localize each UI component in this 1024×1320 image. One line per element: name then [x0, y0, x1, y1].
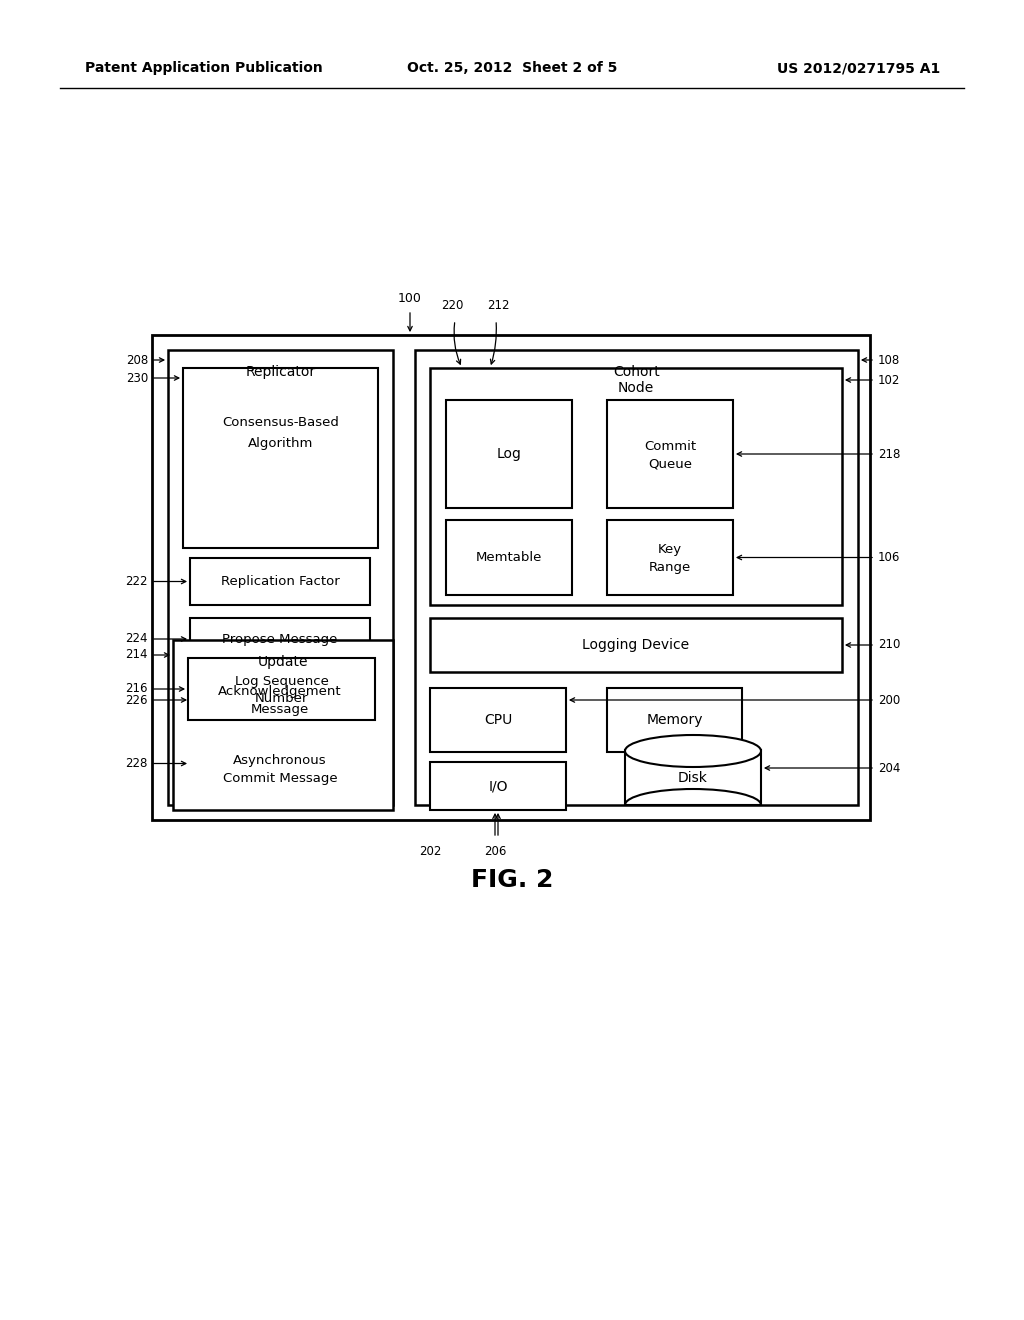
Text: Commit: Commit — [644, 440, 696, 453]
Bar — [430, 762, 566, 810]
Text: I/O: I/O — [488, 779, 508, 793]
Bar — [607, 688, 742, 752]
Bar — [430, 368, 842, 605]
Text: Range: Range — [649, 561, 691, 574]
Text: 108: 108 — [878, 354, 900, 367]
Text: 214: 214 — [126, 648, 148, 661]
Text: Memory: Memory — [646, 713, 702, 727]
Text: 102: 102 — [878, 374, 900, 387]
Text: Node: Node — [617, 381, 654, 395]
Text: 204: 204 — [878, 762, 900, 775]
Text: Consensus-Based: Consensus-Based — [222, 417, 339, 429]
Bar — [430, 618, 842, 672]
Text: Update: Update — [258, 655, 308, 669]
Bar — [183, 368, 378, 548]
Text: 106: 106 — [878, 550, 900, 564]
Text: Asynchronous: Asynchronous — [233, 754, 327, 767]
Bar — [173, 640, 393, 810]
Text: Log Sequence: Log Sequence — [234, 675, 329, 688]
Bar — [190, 618, 370, 660]
Text: Algorithm: Algorithm — [248, 437, 313, 450]
Bar — [190, 672, 370, 729]
Text: 220: 220 — [440, 300, 463, 312]
Text: Propose Message: Propose Message — [222, 632, 338, 645]
Bar — [625, 750, 761, 805]
Text: 218: 218 — [878, 447, 900, 461]
Text: Acknowledgement: Acknowledgement — [218, 685, 342, 698]
Text: Disk: Disk — [678, 771, 708, 785]
Ellipse shape — [625, 735, 761, 767]
Text: 208: 208 — [126, 354, 148, 367]
Text: Replicator: Replicator — [246, 366, 315, 379]
Text: Queue: Queue — [648, 458, 692, 470]
Text: 206: 206 — [483, 845, 506, 858]
Text: 224: 224 — [126, 632, 148, 645]
Bar — [415, 350, 858, 805]
Text: US 2012/0271795 A1: US 2012/0271795 A1 — [777, 61, 940, 75]
Text: 216: 216 — [126, 682, 148, 696]
Text: Cohort: Cohort — [613, 366, 659, 379]
Text: Replication Factor: Replication Factor — [220, 576, 339, 587]
Bar — [430, 688, 566, 752]
Text: Log: Log — [497, 447, 521, 461]
Text: Patent Application Publication: Patent Application Publication — [85, 61, 323, 75]
Text: 100: 100 — [398, 292, 422, 305]
Text: 222: 222 — [126, 576, 148, 587]
Text: FIG. 2: FIG. 2 — [471, 869, 553, 892]
Bar — [190, 741, 370, 797]
Text: 200: 200 — [878, 693, 900, 706]
Text: 228: 228 — [126, 756, 148, 770]
Text: Number: Number — [255, 693, 308, 705]
Text: Memtable: Memtable — [476, 550, 542, 564]
Text: Message: Message — [251, 704, 309, 717]
Bar — [168, 350, 393, 805]
Text: CPU: CPU — [484, 713, 512, 727]
Text: 226: 226 — [126, 693, 148, 706]
Text: Oct. 25, 2012  Sheet 2 of 5: Oct. 25, 2012 Sheet 2 of 5 — [407, 61, 617, 75]
Text: 202: 202 — [419, 845, 441, 858]
Bar — [446, 520, 572, 595]
Text: Logging Device: Logging Device — [583, 638, 689, 652]
Text: 212: 212 — [486, 300, 509, 312]
Text: 230: 230 — [126, 371, 148, 384]
Bar — [152, 335, 870, 820]
Bar — [607, 400, 733, 508]
Bar — [190, 558, 370, 605]
Bar — [607, 520, 733, 595]
Bar — [446, 400, 572, 508]
Text: 210: 210 — [878, 639, 900, 652]
Bar — [188, 657, 375, 719]
Text: Commit Message: Commit Message — [222, 772, 337, 785]
Text: Key: Key — [658, 543, 682, 556]
